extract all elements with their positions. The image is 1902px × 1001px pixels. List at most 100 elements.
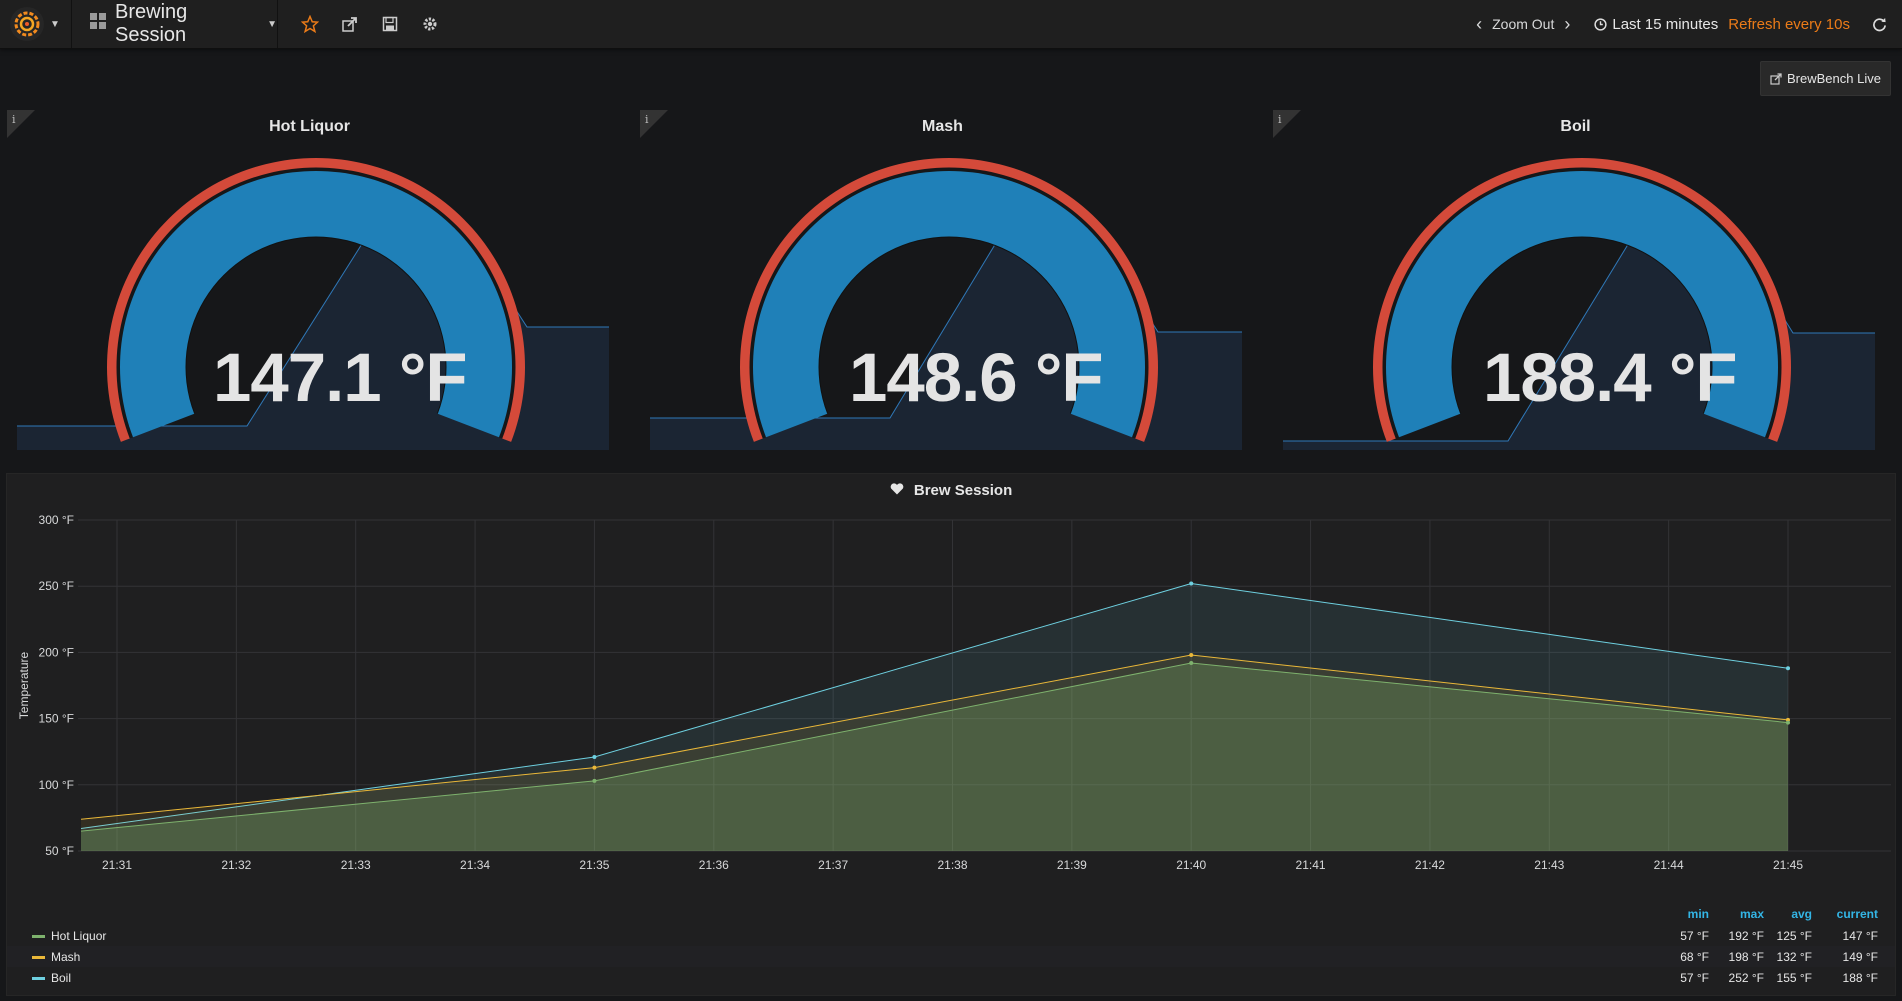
- legend-header-current[interactable]: current: [1836, 907, 1878, 921]
- share-button[interactable]: [330, 0, 370, 48]
- refresh-icon: [1872, 17, 1886, 31]
- brewbench-live-link[interactable]: BrewBench Live: [1760, 61, 1891, 96]
- y-tick-label: 300 °F: [39, 513, 74, 527]
- x-tick-label: 21:41: [1296, 858, 1326, 872]
- y-tick-label: 200 °F: [39, 645, 74, 659]
- series-area-boil: [81, 583, 1788, 851]
- data-point[interactable]: [592, 754, 597, 759]
- legend-min: 57 °F: [1680, 929, 1709, 943]
- x-tick-label: 21:32: [221, 858, 251, 872]
- data-point[interactable]: [592, 778, 597, 783]
- graph-title[interactable]: Brew Session: [7, 482, 1895, 499]
- chevron-right-icon: ›: [1564, 13, 1571, 34]
- legend-header-max[interactable]: max: [1739, 907, 1764, 921]
- data-point[interactable]: [1189, 660, 1194, 665]
- settings-button[interactable]: [410, 0, 450, 48]
- legend-header: min max avg current: [1665, 907, 1895, 921]
- legend-row-boil[interactable]: Boil 57 °F 252 °F 155 °F 188 °F: [7, 967, 1895, 988]
- caret-down-icon: ▼: [267, 18, 277, 30]
- line-chart[interactable]: 50 °F 100 °F 150 °F 200 °F 250 °F 300 °F 21:31…: [7, 474, 1897, 904]
- x-tick-label: 21:39: [1057, 858, 1087, 872]
- x-tick-label: 21:31: [102, 858, 132, 872]
- y-tick-label: 150 °F: [39, 712, 74, 726]
- x-tick-label: 21:42: [1415, 858, 1445, 872]
- gauge-panel-boil: i Boil 188.4 °F: [1273, 110, 1878, 450]
- legend-swatch[interactable]: [32, 956, 45, 959]
- time-forward-button[interactable]: ›: [1554, 14, 1580, 35]
- legend-header-avg[interactable]: avg: [1791, 907, 1812, 921]
- save-button[interactable]: [370, 0, 410, 48]
- external-link-icon: [1770, 72, 1782, 85]
- dashboard-picker[interactable]: Brewing Session ▼: [73, 0, 278, 48]
- legend-max: 192 °F: [1728, 929, 1764, 943]
- series-area-mash: [81, 655, 1788, 851]
- gauge-value: 147.1 °F: [213, 339, 468, 416]
- x-tick-label: 21:45: [1773, 858, 1803, 872]
- series-line-boil[interactable]: [80, 583, 1789, 829]
- gauge-title: Mash: [922, 118, 963, 135]
- legend-avg: 132 °F: [1776, 950, 1812, 964]
- legend-min: 68 °F: [1680, 950, 1709, 964]
- y-tick-label: 50 °F: [45, 844, 74, 858]
- clock-icon: [1594, 17, 1607, 31]
- x-tick-label: 21:35: [579, 858, 609, 872]
- panel-info-corner[interactable]: [1273, 110, 1301, 138]
- legend-min: 57 °F: [1680, 971, 1709, 985]
- refresh-button[interactable]: [1856, 0, 1902, 48]
- grafana-menu[interactable]: ▼: [0, 0, 72, 48]
- chevron-left-icon: ‹: [1476, 13, 1483, 34]
- legend-max: 252 °F: [1728, 971, 1764, 985]
- x-tick-label: 21:36: [699, 858, 729, 872]
- legend-series-name[interactable]: Hot Liquor: [51, 929, 107, 943]
- info-icon: i: [12, 113, 16, 126]
- gauge-title: Hot Liquor: [269, 118, 350, 135]
- x-tick-label: 21:40: [1176, 858, 1206, 872]
- brewbench-live-label: BrewBench Live: [1787, 71, 1881, 86]
- gauge-band: [753, 170, 1145, 438]
- gauge-panel-hot-liquor: i Hot Liquor 147.1 °F: [7, 110, 612, 450]
- panel-info-corner[interactable]: [640, 110, 668, 138]
- data-point[interactable]: [592, 765, 597, 770]
- gauge-value: 188.4 °F: [1483, 339, 1738, 416]
- x-tick-label: 21:44: [1654, 858, 1684, 872]
- gauge-value: 148.6 °F: [849, 339, 1104, 416]
- x-tick-label: 21:34: [460, 858, 490, 872]
- info-icon: i: [645, 113, 649, 126]
- star-icon: [301, 15, 319, 33]
- gauge-dial: [740, 158, 1158, 442]
- panel-info-corner[interactable]: [7, 110, 35, 138]
- graph-title-text: Brew Session: [913, 482, 1013, 499]
- legend-row-hot-liquor[interactable]: Hot Liquor 57 °F 192 °F 125 °F 147 °F: [7, 925, 1895, 946]
- legend-series-name[interactable]: Boil: [51, 971, 72, 985]
- legend-swatch[interactable]: [32, 977, 45, 980]
- data-point[interactable]: [1786, 666, 1790, 671]
- legend-series-name[interactable]: Mash: [51, 950, 81, 964]
- star-button[interactable]: [290, 0, 330, 48]
- y-tick-label: 100 °F: [39, 778, 74, 792]
- gauge-dial: [1373, 158, 1791, 442]
- time-range-label: Last 15 minutes: [1612, 15, 1719, 33]
- zoom-out-button[interactable]: Zoom Out: [1492, 16, 1555, 32]
- series-line-hot-liquor[interactable]: [80, 662, 1789, 832]
- data-point[interactable]: [1189, 653, 1194, 658]
- heart-icon: [890, 482, 908, 499]
- legend-row-mash[interactable]: Mash 68 °F 198 °F 132 °F 149 °F: [7, 946, 1895, 967]
- x-tick-label: 21:37: [818, 858, 848, 872]
- data-point[interactable]: [1189, 581, 1194, 586]
- x-tick-label: 21:38: [937, 858, 967, 872]
- time-back-button[interactable]: ‹: [1466, 14, 1492, 35]
- gauge-panel-mash: i Mash 148.6 °F: [640, 110, 1245, 450]
- top-navbar: ▼ Brewing Session ▼ ‹ Zoom Out ›: [0, 0, 1902, 49]
- legend-max: 198 °F: [1728, 950, 1764, 964]
- legend-current: 188 °F: [1842, 971, 1878, 985]
- legend-current: 149 °F: [1842, 950, 1878, 964]
- refresh-interval-label[interactable]: Refresh every 10s: [1728, 15, 1850, 33]
- data-point[interactable]: [1786, 720, 1790, 725]
- legend-avg: 125 °F: [1776, 929, 1812, 943]
- legend-swatch[interactable]: [32, 935, 45, 938]
- series-area-hot-liquor: [81, 662, 1788, 851]
- legend-header-min[interactable]: min: [1687, 907, 1709, 921]
- legend-current: 147 °F: [1842, 929, 1878, 943]
- time-range-picker[interactable]: Last 15 minutes: [1594, 16, 1718, 33]
- series-line-mash[interactable]: [80, 654, 1789, 820]
